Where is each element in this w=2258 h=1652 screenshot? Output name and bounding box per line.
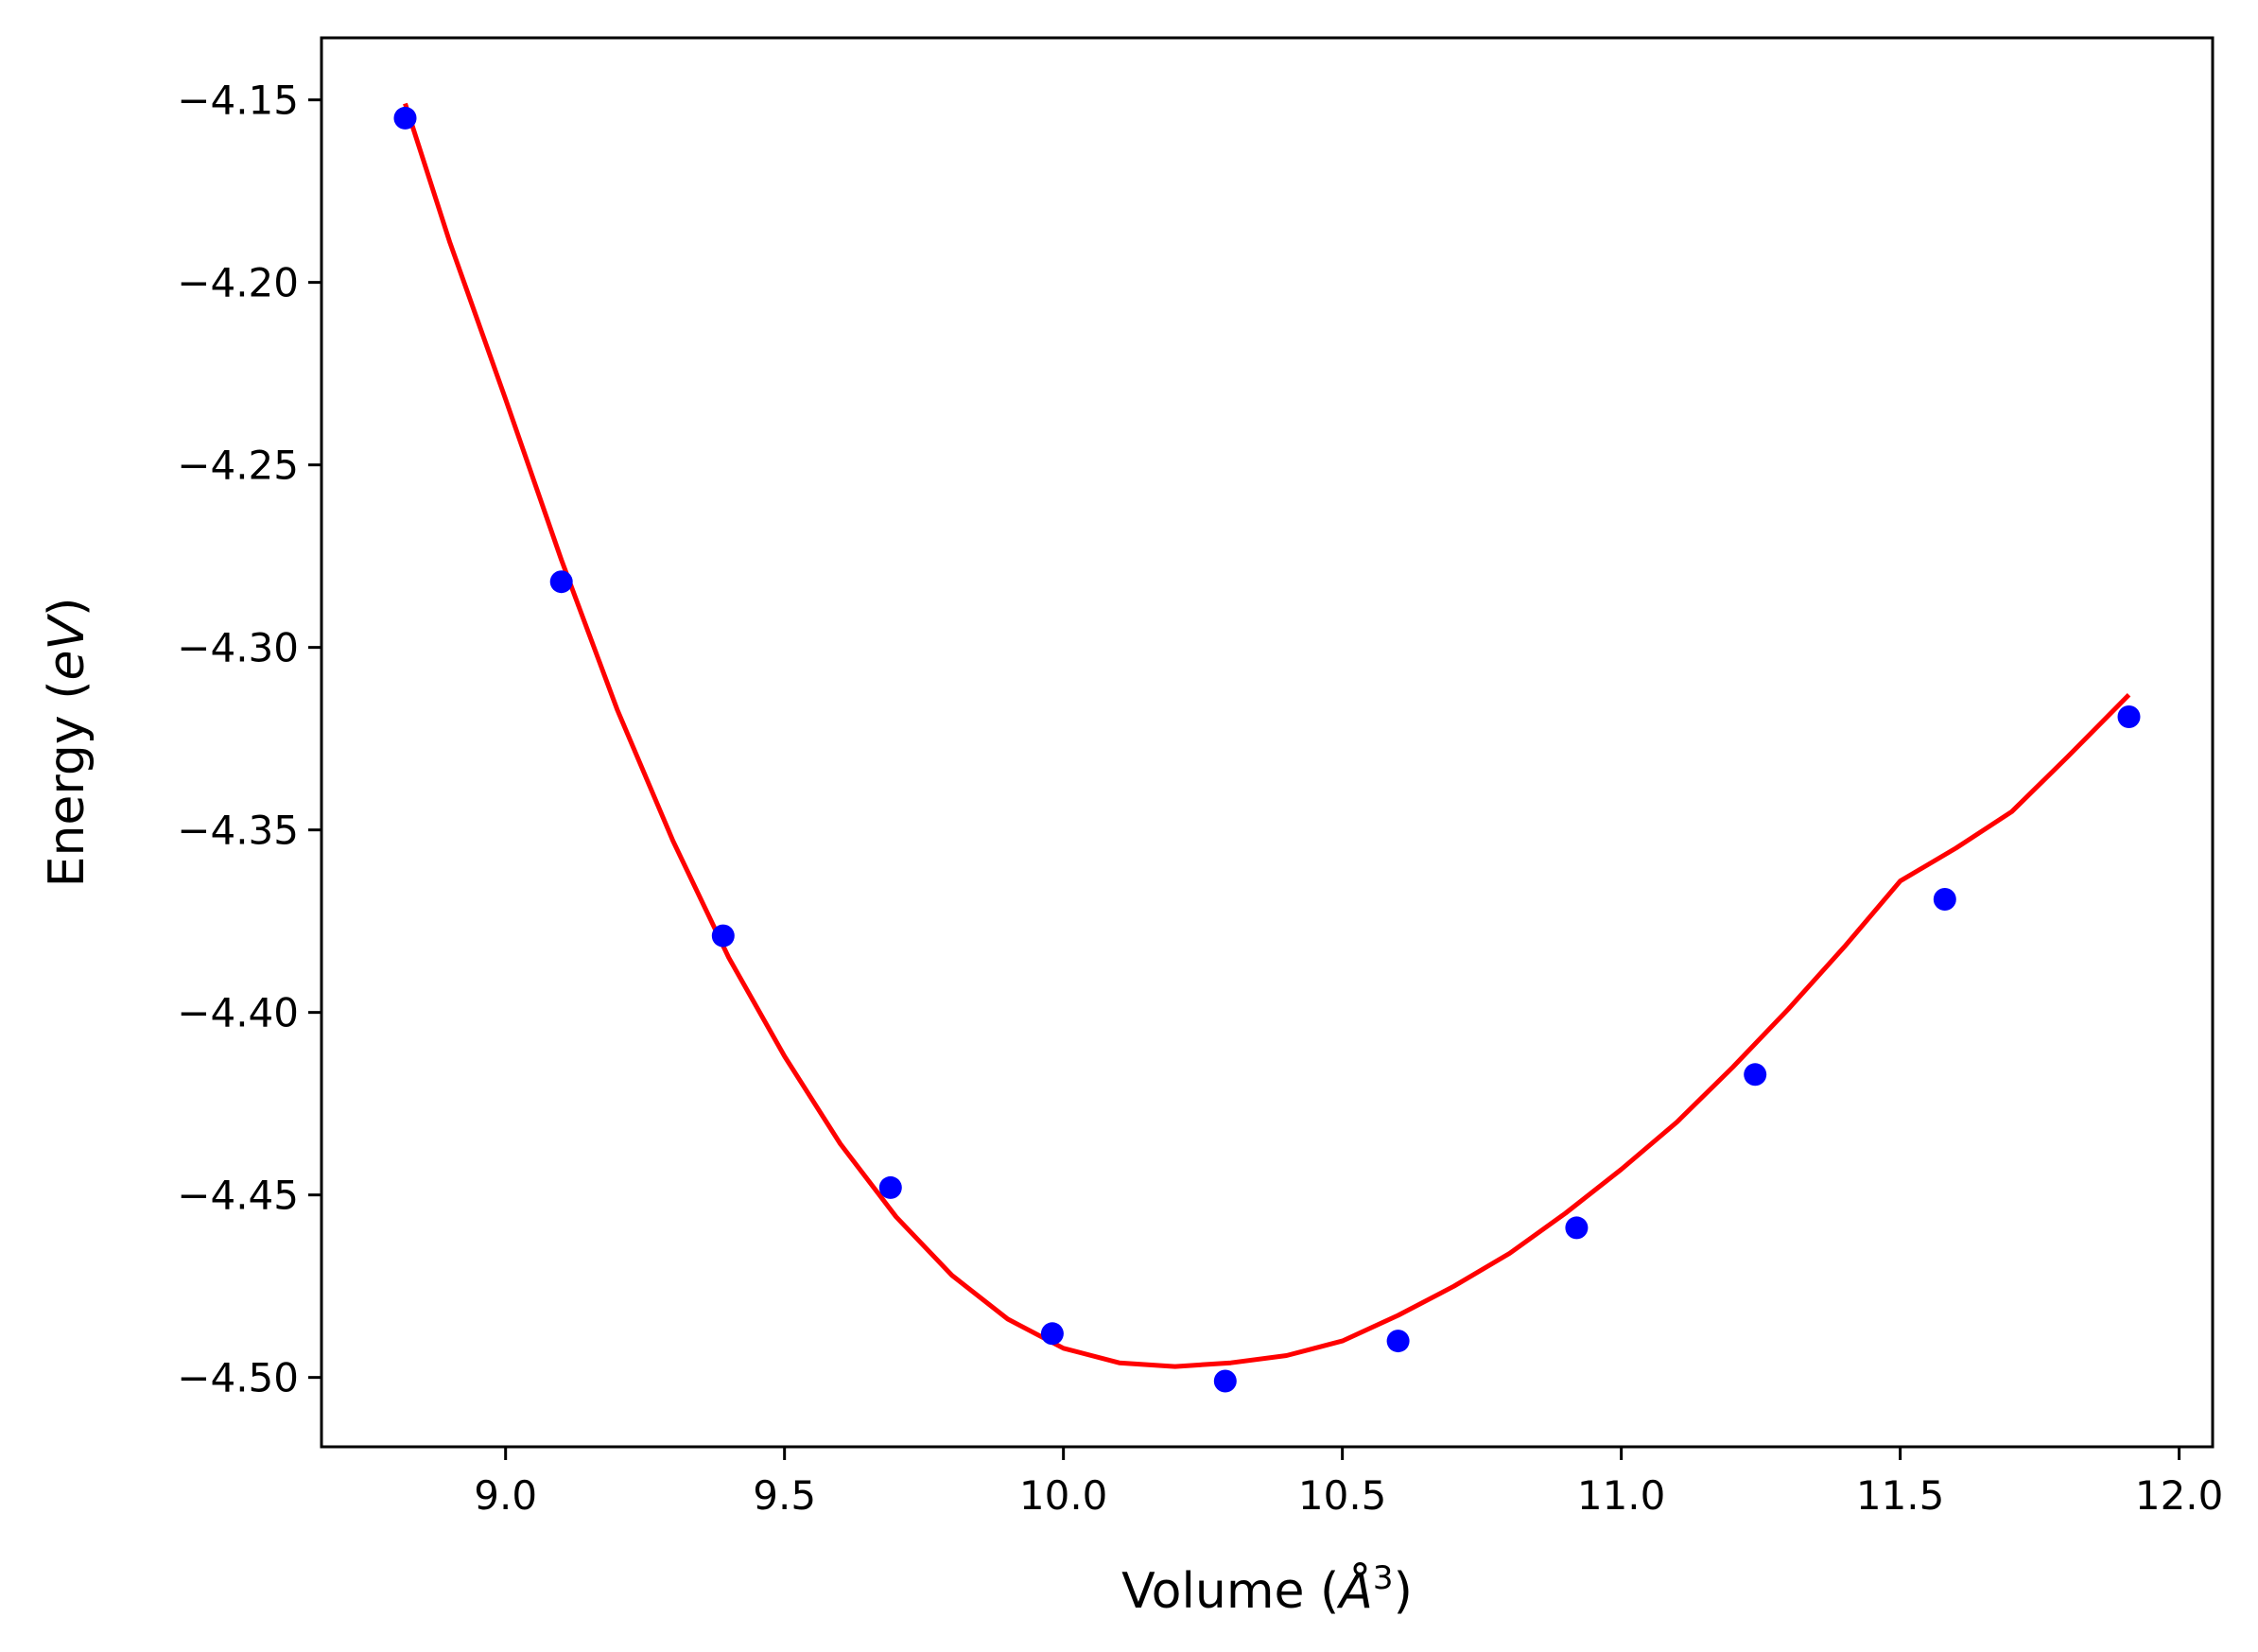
x-tick-label: 10.0 [1019,1472,1108,1519]
data-point [393,106,417,130]
data-point [1386,1330,1410,1353]
x-axis-label-main: Volume ( [1121,1563,1339,1620]
data-point [711,924,735,948]
y-axis-label: Energy (eV) [39,598,96,888]
x-tick-label: 9.5 [753,1472,816,1519]
x-axis-ticks: 9.0 9.5 10.0 10.5 11.0 11.5 12.0 [474,1447,2223,1519]
y-tick-label: −4.25 [177,443,299,489]
y-tick-label: −4.15 [177,78,299,124]
data-point [1744,1063,1767,1087]
plot-frame [320,36,2215,1449]
x-tick-label: 11.5 [1856,1472,1945,1519]
x-axis-label-unit: Å [1336,1561,1373,1620]
y-tick-label: −4.50 [177,1355,299,1401]
fit-curve-line [403,102,2131,1369]
data-point [1213,1369,1237,1393]
y-tick-label: −4.40 [177,990,299,1036]
y-axis-label-main: Energy ( [39,681,96,888]
x-tick-label: 11.0 [1577,1472,1666,1519]
data-point [1040,1322,1064,1346]
data-point [1565,1216,1589,1240]
y-tick-label: −4.20 [177,260,299,306]
y-tick-label: −4.45 [177,1173,299,1219]
x-axis-label-close: ) [1394,1563,1413,1620]
y-axis-label-unit: eV [39,614,96,681]
data-point [1933,888,1956,911]
y-tick-label: −4.30 [177,625,299,671]
x-axis-label: Volume (Å3) [1121,1559,1413,1620]
plot-layer [393,102,2141,1393]
x-tick-label: 9.0 [474,1472,537,1519]
y-axis-ticks: −4.15 −4.20 −4.25 −4.30 −4.35 −4.40 −4.45 −4.50 [177,78,321,1401]
y-tick-label: −4.35 [177,808,299,854]
data-point [549,570,573,594]
x-axis-label-exponent: 3 [1373,1559,1394,1597]
data-point [2117,705,2141,728]
data-point [878,1175,902,1199]
x-tick-label: 12.0 [2135,1472,2224,1519]
y-axis-label-close: ) [39,598,96,617]
x-tick-label: 10.5 [1298,1472,1387,1519]
